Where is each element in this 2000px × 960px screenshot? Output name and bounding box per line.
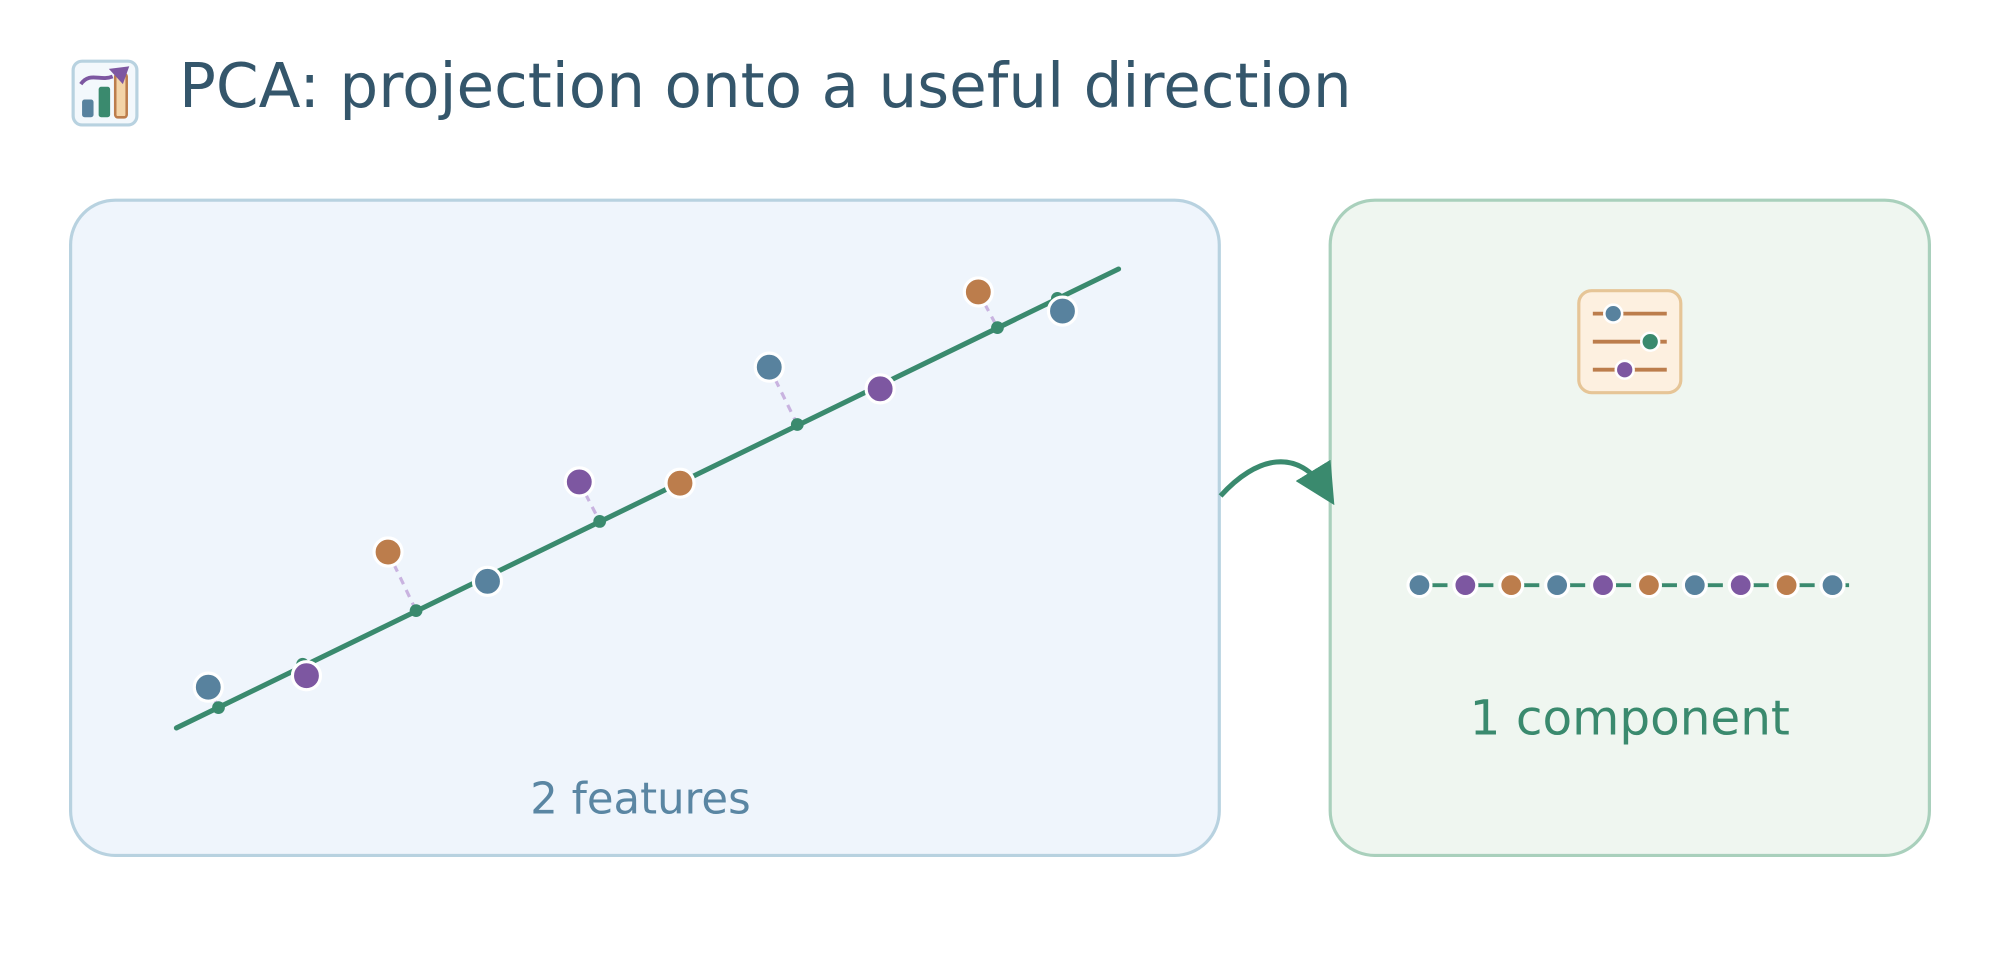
projected-point [991,321,1004,335]
component-point [1544,572,1571,599]
transform-arrow [1218,459,1335,506]
data-point [192,671,224,703]
icon-dot [1640,331,1661,352]
projection-plot [173,266,1122,731]
projected-point [790,418,804,431]
title-icon [71,59,139,127]
icon-bar [98,86,111,118]
icon-arrowhead [108,66,130,85]
component-point [1727,572,1754,599]
principal-axis [173,266,1122,731]
icon-dot [1614,359,1635,380]
component-icon [1577,289,1683,395]
projected-point [593,515,607,528]
title: PCA: projection onto a useful direction [179,51,1352,122]
data-point [664,467,696,499]
component-panel [1328,198,1931,858]
projection-line [386,551,418,612]
projected-point [212,701,225,714]
component-point [1819,572,1846,599]
features-panel [69,198,1221,858]
data-point [962,276,994,308]
component-point [1498,572,1525,599]
data-point [372,536,404,568]
icon-dot [1603,303,1624,324]
data-point [471,565,504,597]
component-label: 1 component [1470,690,1790,746]
projected-point [409,604,423,618]
component-point [1452,572,1479,599]
one-d-plot [1406,572,1850,599]
data-point [290,660,323,692]
component-point [1773,572,1800,599]
component-point [1635,572,1662,599]
icon-bar [82,99,94,118]
icon-curve [79,74,114,86]
component-point [1406,572,1433,599]
data-point [753,351,785,383]
projection-line [767,366,799,426]
data-point [563,466,595,498]
component-point [1589,572,1617,599]
features-label: 2 features [530,774,750,824]
component-point [1681,572,1708,599]
data-point [1046,295,1079,327]
data-point [864,373,896,405]
